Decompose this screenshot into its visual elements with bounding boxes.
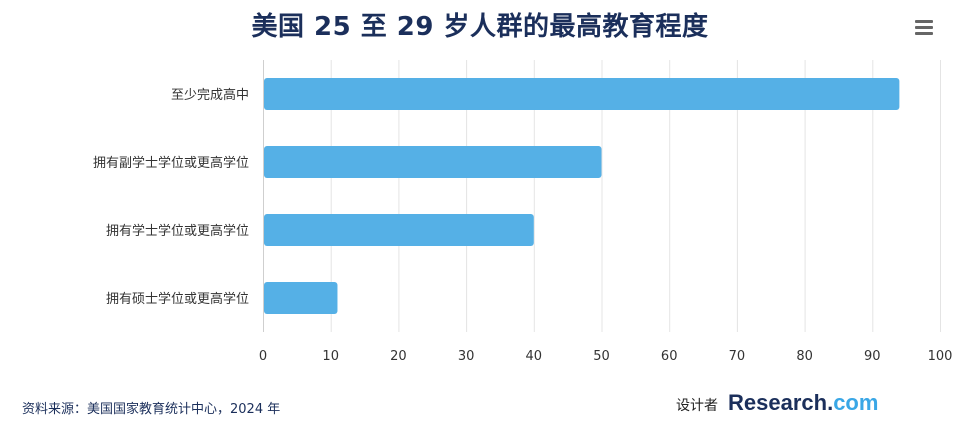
x-tick-label: 90: [864, 349, 881, 364]
brand-logo-text: Research.: [728, 390, 834, 415]
bar: [264, 214, 534, 246]
x-tick-label: 20: [390, 349, 407, 364]
category-label: 拥有硕士学位或更高学位: [106, 291, 249, 307]
chart-title: 美国 25 至 29 岁人群的最高教育程度: [251, 12, 709, 42]
x-tick-label: 100: [928, 349, 953, 364]
x-tick-label: 40: [526, 349, 543, 364]
x-tick-label: 0: [259, 349, 267, 364]
x-tick-label: 60: [661, 349, 678, 364]
bar: [264, 146, 602, 178]
x-tick-label: 80: [796, 349, 813, 364]
hamburger-menu-icon[interactable]: [915, 20, 935, 38]
x-tick-label: 50: [593, 349, 610, 364]
x-tick-label: 10: [322, 349, 339, 364]
credit-label: 设计者: [676, 398, 718, 414]
source-note: 资料来源：美国国家教育统计中心，2024 年: [22, 402, 281, 417]
bar: [264, 282, 338, 314]
bar: [264, 78, 900, 110]
x-tick-label: 70: [729, 349, 746, 364]
credit: 设计者 Research. com: [676, 390, 878, 416]
brand-logo-tld: com: [833, 390, 879, 415]
category-label: 至少完成高中: [171, 87, 249, 103]
x-tick-label: 30: [458, 349, 475, 364]
category-label: 拥有学士学位或更高学位: [106, 223, 249, 239]
category-label: 拥有副学士学位或更高学位: [93, 155, 249, 171]
